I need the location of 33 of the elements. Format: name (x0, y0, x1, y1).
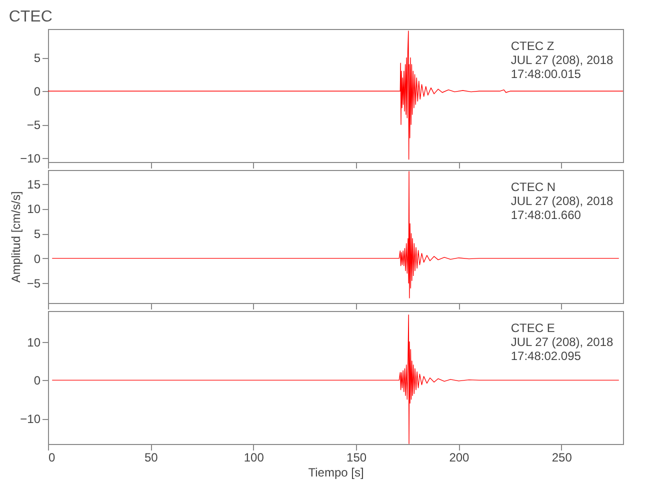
x-axis-title: Tiempo [s] (308, 466, 364, 480)
y-tick-label: 0 (34, 252, 41, 266)
annotation: CTEC Z (510, 39, 554, 53)
y-tick-label: −5 (26, 276, 41, 291)
annotation: JUL 27 (208), 2018 (510, 53, 614, 67)
y-tick-label: 15 (27, 177, 41, 192)
annotation: CTEC E (510, 321, 555, 335)
y-axis-title: Amplitud [cm/s/s] (8, 191, 23, 283)
x-tick-label: 100 (244, 450, 264, 464)
x-tick-label: 50 (144, 450, 158, 464)
line-series (52, 171, 620, 298)
line-series (52, 314, 620, 444)
y-tick-label: 5 (34, 227, 41, 242)
y-tick-label: 10 (27, 202, 41, 216)
annotation: JUL 27 (208), 2018 (510, 194, 614, 208)
x-tick-label: 150 (346, 450, 367, 464)
x-tick-label: 250 (552, 450, 572, 464)
annotation: 17:48:02.095 (510, 349, 582, 363)
annotation: CTEC N (510, 180, 556, 194)
annotation: JUL 27 (208), 2018 (510, 335, 614, 349)
y-tick-label: 0 (34, 374, 41, 388)
x-tick-label: 0 (48, 450, 56, 464)
chart-title: CTEC (8, 8, 52, 26)
line-series (48, 30, 623, 160)
y-tick-label: −10 (20, 412, 41, 426)
x-tick-label: 200 (449, 450, 470, 464)
annotation: 17:48:01.660 (510, 208, 582, 222)
y-tick-label: 0 (34, 84, 41, 99)
y-tick-label: 5 (34, 51, 41, 66)
y-tick-label: −10 (20, 151, 41, 166)
y-tick-label: 10 (27, 335, 41, 350)
y-tick-label: −5 (26, 118, 41, 132)
annotation: 17:48:00.015 (510, 67, 582, 81)
